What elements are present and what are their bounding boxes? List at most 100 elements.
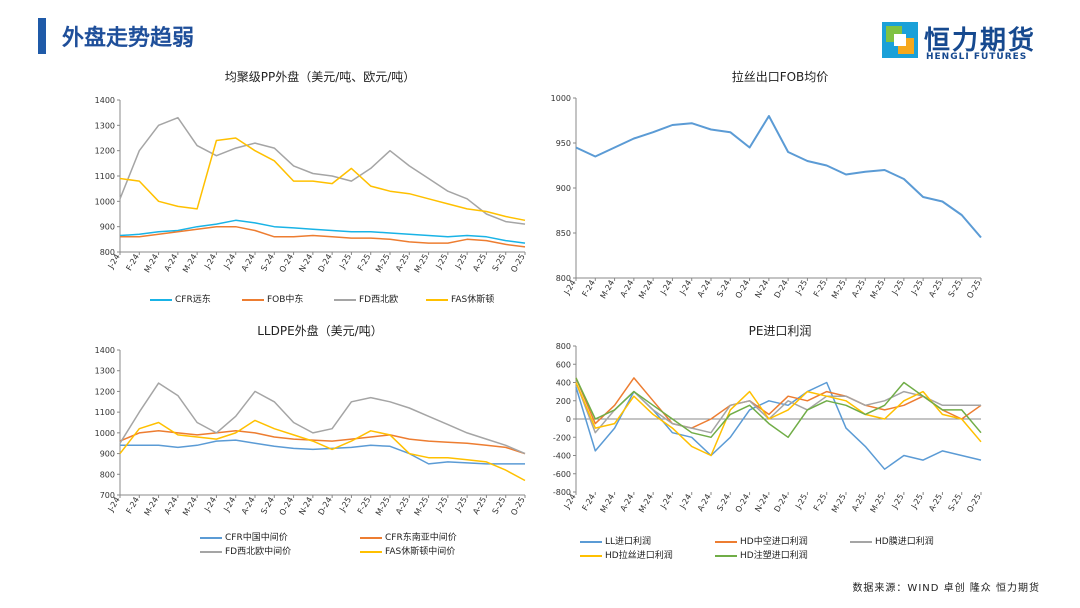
x-tick-label: J-25 [890, 279, 906, 297]
x-tick-label: O-25 [965, 493, 983, 514]
x-tick-label: F-25 [812, 279, 829, 299]
series-line-0 [575, 115, 982, 239]
legend-label: CFR远东 [175, 295, 211, 305]
x-tick-label: J-25 [793, 279, 809, 297]
y-tick-label: 1200 [95, 147, 115, 156]
x-tick-label: J-24 [678, 279, 694, 297]
legend-lldpe: CFR中国中间价 CFR东南亚中间价 FD西北欧中间价 FAS休斯顿中间价 [200, 530, 530, 558]
legend-label: HD中空进口利润 [740, 537, 808, 547]
x-tick-label: J-25 [453, 496, 469, 514]
y-tick-label: -600 [553, 470, 571, 479]
y-tick-label: 900 [100, 223, 115, 232]
x-tick-label: S-24 [259, 496, 276, 516]
y-tick-label: 0 [566, 415, 571, 424]
legend-label: FOB中东 [267, 295, 304, 305]
series-line-3 [119, 419, 526, 482]
x-tick-label: S-25 [491, 253, 508, 273]
x-tick-label: A-25 [927, 279, 944, 299]
x-tick-label: J-24 [222, 253, 238, 271]
x-tick-label: J-25 [337, 496, 353, 514]
x-tick-label: M-24 [637, 493, 655, 515]
y-tick-label: 1200 [95, 387, 115, 396]
y-tick-label: 1400 [95, 96, 115, 105]
legend-swatch [426, 298, 448, 301]
x-tick-label: A-25 [927, 493, 944, 513]
legend-swatch [850, 540, 872, 543]
x-tick-label: F-25 [356, 496, 373, 516]
x-tick-label: S-24 [715, 279, 732, 299]
x-tick-label: J-25 [909, 279, 925, 297]
x-tick-label: O-24 [278, 253, 296, 274]
y-tick-label: 200 [556, 397, 571, 406]
series-line-4 [575, 377, 982, 439]
chart-title-pp: 均聚级PP外盘（美元/吨、欧元/吨） [224, 70, 416, 84]
x-tick-label: M-25 [869, 279, 887, 301]
x-tick-label: F-25 [356, 253, 373, 273]
legend-item: FOB中东 [242, 292, 303, 305]
title-accent-bar [38, 18, 46, 54]
x-tick-label: N-24 [753, 493, 770, 514]
x-tick-label: A-25 [394, 496, 411, 516]
x-tick-label: O-25 [509, 496, 527, 517]
y-tick-label: 800 [556, 342, 571, 351]
legend-label: HD注塑进口利润 [740, 551, 808, 561]
x-tick-label: O-25 [509, 253, 527, 274]
series-line-0 [119, 219, 526, 244]
x-tick-label: J-25 [453, 253, 469, 271]
legend-item: LL进口利润 [580, 534, 651, 547]
y-tick-label: 900 [556, 184, 571, 193]
y-tick-label: 1000 [95, 197, 115, 206]
x-tick-label: S-25 [947, 493, 964, 513]
legend-swatch [580, 554, 602, 557]
legend-item: HD中空进口利润 [715, 534, 808, 547]
legend-pp: CFR远东 FOB中东 FD西北欧 FAS休斯顿 [150, 292, 530, 306]
legend-swatch [715, 554, 737, 557]
x-tick-label: J-25 [434, 496, 450, 514]
x-tick-label: O-25 [965, 279, 983, 300]
chart-title-pe: PE进口利润 [748, 324, 812, 338]
legend-item: FAS休斯顿 [426, 292, 494, 305]
legend-label: CFR中国中间价 [225, 533, 288, 543]
x-tick-label: D-24 [316, 253, 333, 274]
x-tick-label: F-24 [124, 253, 141, 273]
legend-swatch [715, 540, 737, 543]
x-tick-label: M-24 [143, 496, 161, 518]
y-tick-label: 950 [556, 139, 571, 148]
x-tick-label: M-24 [599, 493, 617, 515]
legend-swatch [580, 540, 602, 543]
y-tick-label: 1300 [95, 121, 115, 130]
company-logo: 恒力期货 HENGLI FUTURES [882, 18, 1062, 64]
x-tick-label: A-24 [696, 279, 713, 299]
x-tick-label: A-24 [619, 493, 636, 513]
x-tick-label: S-25 [491, 496, 508, 516]
legend-label: CFR东南亚中间价 [385, 533, 457, 543]
series-line-3 [575, 382, 982, 457]
x-tick-label: J-25 [793, 493, 809, 511]
series-line-1 [120, 225, 526, 248]
legend-swatch [360, 550, 382, 553]
x-tick-label: J-25 [337, 253, 353, 271]
x-tick-label: O-24 [734, 279, 752, 300]
x-tick-label: M-25 [374, 496, 392, 518]
y-tick-label: 800 [100, 248, 115, 257]
legend-label: FD西北欧中间价 [225, 547, 292, 557]
x-tick-label: D-24 [316, 496, 333, 517]
y-tick-label: 1100 [95, 172, 115, 181]
y-tick-label: -400 [553, 452, 571, 461]
legend-item: CFR东南亚中间价 [360, 530, 457, 543]
y-tick-label: 800 [556, 274, 571, 283]
x-tick-label: N-24 [297, 496, 314, 517]
y-tick-label: -800 [553, 488, 571, 497]
x-tick-label: F-24 [580, 493, 597, 513]
x-tick-label: J-24 [202, 253, 218, 271]
x-tick-label: J-24 [658, 493, 674, 511]
x-tick-label: M-24 [637, 279, 655, 301]
x-tick-label: N-24 [753, 279, 770, 300]
legend-label: FD西北欧 [359, 295, 399, 305]
x-tick-label: A-25 [471, 496, 488, 516]
x-tick-label: S-24 [259, 253, 276, 273]
legend-item: HD膜进口利润 [850, 534, 934, 547]
x-tick-label: A-24 [163, 496, 180, 516]
